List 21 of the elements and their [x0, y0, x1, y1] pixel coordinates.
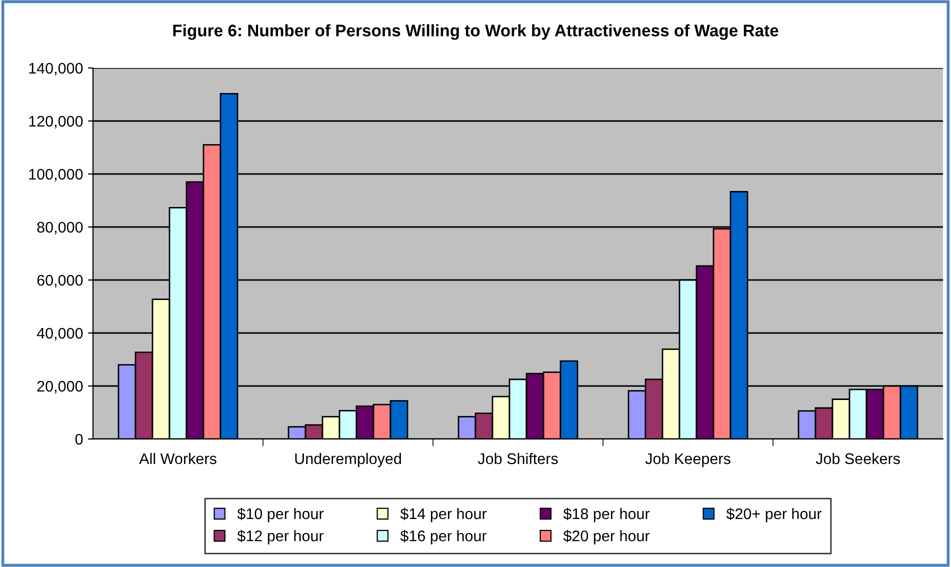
y-tick-label: 120,000: [29, 116, 83, 128]
y-tick-label: 60,000: [37, 274, 83, 288]
legend-label: $18 per hour: [563, 508, 650, 522]
x-tick-label: Job Seekers: [816, 452, 900, 464]
legend-label: $20+ per hour: [726, 508, 822, 522]
y-tick-label: 140,000: [29, 62, 83, 76]
y-tick-label: 40,000: [36, 328, 83, 340]
legend-label: $16 per hour: [400, 530, 487, 544]
x-tick-label: Job Shifters: [478, 452, 558, 464]
legend-label: $12 per hour: [237, 530, 324, 544]
y-tick-label: 20,000: [37, 380, 83, 394]
legend-label: $10 per hour: [237, 508, 324, 522]
y-tick-label: 80,000: [37, 222, 83, 234]
x-tick-label: All Workers: [139, 452, 216, 464]
chart-title: Figure 6: Number of Persons Willing to Work by Attractiveness of Wage Rate: [173, 24, 778, 40]
legend-label: $20 per hour: [563, 530, 650, 544]
y-tick-label: 100,000: [29, 168, 83, 182]
x-tick-label: Job Keepers: [645, 452, 730, 468]
legend-label: $14 per hour: [400, 508, 487, 522]
y-tick-label: 0: [75, 434, 83, 445]
x-tick-label: Underemployed: [295, 452, 401, 468]
